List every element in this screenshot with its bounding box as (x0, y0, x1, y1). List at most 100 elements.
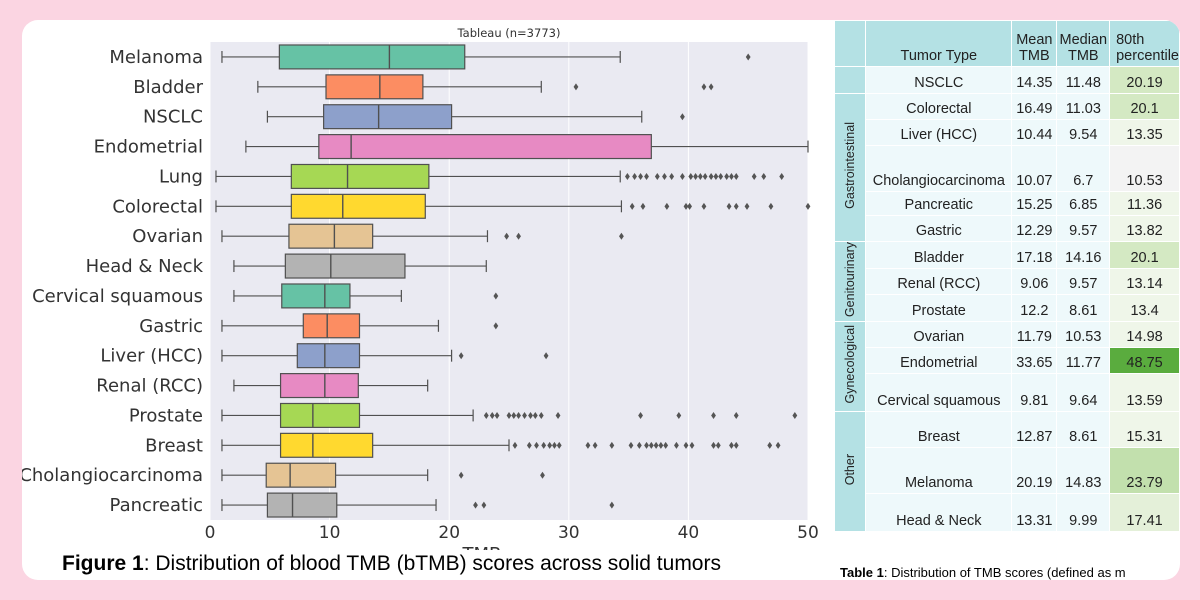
outlier-point (715, 441, 721, 449)
y-tick-label: Colorectal (112, 196, 203, 217)
tumor-type-cell: Gastric (865, 215, 1013, 242)
group-label: Gynecological (843, 325, 858, 404)
p80-cell: 48.75 (1109, 347, 1180, 375)
mean-tmb-cell: 15.25 (1011, 191, 1058, 216)
table-row: Gynecological Ovarian 11.79 10.53 14.98 (834, 321, 1180, 413)
y-tick-label: Prostate (129, 405, 203, 426)
group-cell: Other (834, 411, 867, 533)
outlier-point (761, 172, 767, 180)
box (281, 283, 351, 309)
median-tmb-cell: 11.77 (1056, 347, 1111, 375)
x-tick-label: 20 (438, 523, 460, 543)
table-row: Prostate 12.2 8.61 13.4 (835, 294, 1180, 323)
outlier-point (512, 441, 518, 449)
outlier-point (663, 441, 669, 449)
p80-cell: 20.1 (1109, 241, 1180, 269)
y-tick-label: Head & Neck (86, 256, 204, 277)
outlier-point (629, 202, 635, 210)
outlier-point (683, 441, 689, 449)
x-tick-label: 50 (797, 523, 819, 543)
outlier-point (506, 411, 512, 419)
mean-tmb-cell: 9.81 (1011, 373, 1058, 413)
group-cell: Genitourinary (834, 240, 867, 323)
box (302, 313, 361, 339)
outlier-point (688, 172, 694, 180)
outlier-point (552, 441, 557, 449)
outlier-point (547, 441, 553, 449)
group-label: Gastrointestinal (843, 122, 858, 209)
table-header-row: Tumor Type Mean TMB Median TMB 80th perc… (834, 20, 1180, 67)
outlier-point (609, 441, 615, 449)
tumor-type-cell: Renal (RCC) (865, 267, 1013, 296)
tumor-type-cell: Liver (HCC) (865, 119, 1013, 146)
header-median-tmb-text: Median TMB (1059, 32, 1108, 64)
outlier-point (628, 441, 634, 449)
tumor-type-cell: Prostate (865, 294, 1013, 323)
outlier-point (654, 172, 660, 180)
outlier-point (526, 441, 532, 449)
x-tick-label: 10 (319, 523, 341, 543)
table-row: Cervical squamous 9.81 9.64 13.59 (835, 373, 1180, 413)
outlier-point (662, 172, 667, 180)
x-tick-label: 0 (205, 523, 216, 543)
p80-cell: 20.19 (1109, 66, 1180, 94)
outlier-point (767, 441, 773, 449)
y-tick-label: Cholangiocarcinoma (22, 465, 203, 486)
outlier-point (733, 172, 739, 180)
tumor-type-cell: Cholangiocarcinoma (865, 145, 1013, 192)
outlier-point (689, 441, 695, 449)
boxplot-chart: 0 10 20 30 40 50 Tableau (n=3773) TMB score Mela… (22, 26, 819, 550)
chart-title: Tableau (n=3773) (457, 26, 561, 40)
outlier-point (708, 172, 714, 180)
outlier-point (745, 53, 751, 61)
outlier-point (504, 232, 510, 240)
outlier-point (585, 441, 591, 449)
group-cell: Gastrointestinal (834, 93, 867, 242)
box (290, 163, 430, 189)
box (288, 223, 374, 249)
figure-caption-text: : Distribution of blood TMB (bTMB) score… (143, 552, 721, 575)
header-tumor-type: Tumor Type (865, 20, 1013, 67)
box (325, 74, 424, 100)
outlier-point (592, 441, 598, 449)
header-80th-percentile-text: 80th percentile (1116, 32, 1179, 64)
outlier-point (708, 83, 714, 91)
x-tick-label: 30 (558, 523, 580, 543)
outlier-point (538, 411, 544, 419)
table-row: Gastrointestinal Colorectal 16.49 11.03 20.1 (834, 93, 1180, 242)
outlier-point (644, 441, 649, 449)
median-tmb-cell: 9.57 (1056, 267, 1111, 296)
outlier-point (718, 172, 724, 180)
y-tick-label: Renal (RCC) (96, 376, 203, 397)
median-tmb-cell: 14.16 (1056, 241, 1111, 269)
tumor-type-cell: Melanoma (865, 447, 1013, 495)
p80-cell: 13.59 (1109, 373, 1180, 413)
y-tick-label: Pancreatic (110, 495, 203, 516)
outlier-point (493, 292, 499, 300)
outlier-point (729, 441, 734, 449)
outlier-point (680, 172, 685, 180)
group-cell: Gynecological (834, 321, 867, 413)
outlier-point (733, 411, 739, 419)
outlier-point (713, 172, 719, 180)
outlier-point (674, 441, 679, 449)
mean-tmb-cell: 13.31 (1011, 493, 1058, 533)
table-caption-text: : Distribution of TMB scores (defined as… (883, 565, 1126, 580)
p80-cell: 13.4 (1109, 294, 1180, 323)
figure-caption-label: Figure 1 (62, 552, 144, 575)
header-mean-tmb: Mean TMB (1011, 20, 1058, 67)
outlier-point (676, 411, 682, 419)
outlier-point (540, 471, 545, 479)
table-row: NSCLC 14.35 11.48 20.19 (834, 66, 1180, 94)
box (266, 492, 338, 518)
table-row: Pancreatic 15.25 6.85 11.36 (835, 191, 1180, 216)
tumor-type-cell: Colorectal (865, 93, 1013, 120)
group-label: Genitourinary (843, 242, 858, 318)
p80-cell: 14.98 (1109, 321, 1180, 349)
tmb-table: Tumor Type Mean TMB Median TMB 80th perc… (834, 20, 1180, 533)
table-row: Liver (HCC) 10.44 9.54 13.35 (835, 119, 1180, 146)
outlier-point (636, 441, 642, 449)
outlier-point (693, 172, 698, 180)
outlier-point (619, 232, 624, 240)
outlier-point (481, 501, 487, 509)
